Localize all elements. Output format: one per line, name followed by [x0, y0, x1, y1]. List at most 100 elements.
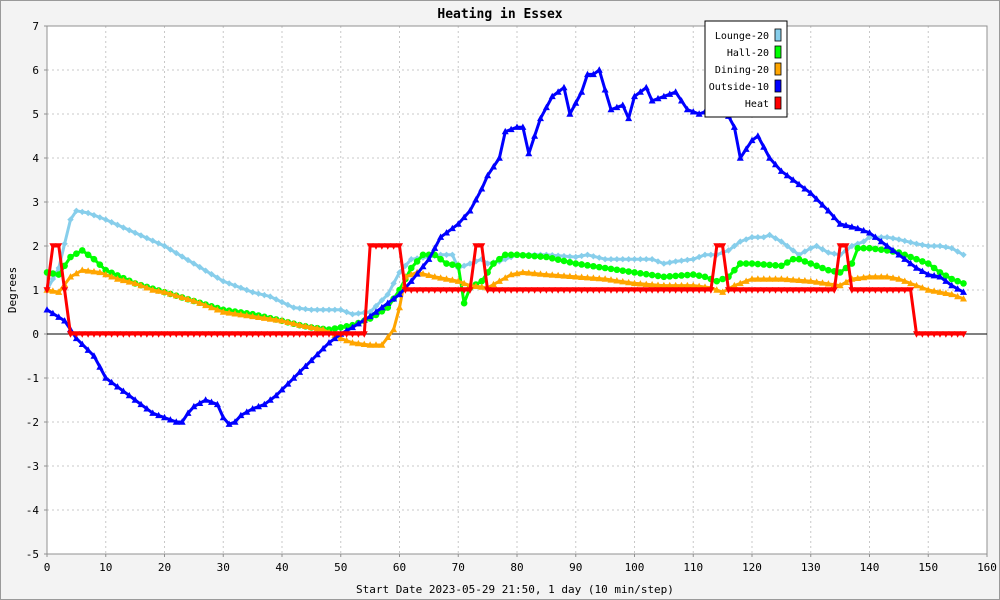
lounge-20-point — [96, 214, 104, 221]
lounge-20-point — [807, 245, 814, 252]
hall-20-point — [778, 262, 785, 270]
dining-20-point — [419, 270, 427, 277]
lounge-20-point — [672, 258, 679, 265]
dining-20-point — [901, 277, 909, 284]
heat-point — [84, 331, 92, 338]
hall-20-point — [443, 260, 450, 267]
outside-10-point — [202, 396, 210, 403]
lounge-20-point — [942, 243, 950, 251]
heat-point — [78, 331, 86, 338]
hall-20-point — [948, 275, 956, 283]
legend-label: Lounge-20 — [715, 31, 769, 42]
outside-10-point — [507, 125, 515, 133]
heat-point — [830, 287, 838, 294]
series-outside-10 — [43, 66, 967, 427]
heat-point — [860, 287, 868, 294]
heat-point — [889, 287, 897, 294]
outside-10-point — [777, 167, 785, 174]
hall-20-point — [578, 261, 585, 268]
dining-20-point — [349, 339, 356, 346]
heat-point — [354, 331, 362, 338]
dining-20-point — [819, 279, 826, 286]
lounge-20-point — [466, 260, 474, 267]
hall-20-point — [848, 260, 856, 267]
heat-point — [90, 331, 98, 338]
heat-point — [425, 287, 433, 294]
dining-20-point — [366, 341, 374, 348]
hall-20-point — [548, 255, 556, 262]
series-layer — [43, 66, 967, 427]
dining-20-point — [689, 281, 697, 289]
hall-20-point — [513, 251, 521, 259]
lounge-20-point — [131, 229, 139, 236]
dining-20-point — [525, 269, 533, 276]
lounge-20-point — [184, 256, 192, 264]
heat-point — [366, 243, 374, 250]
lounge-20-point — [701, 251, 709, 258]
dining-20-point — [666, 281, 674, 289]
lounge-20-point — [302, 305, 309, 313]
heat-point — [789, 287, 797, 294]
heat-point — [390, 243, 398, 250]
heat-point — [149, 331, 157, 338]
outside-10-point — [319, 344, 327, 352]
lounge-20-point — [831, 250, 838, 257]
lounge-20-point — [120, 224, 127, 231]
outside-10-point — [589, 70, 597, 78]
lounge-20-point — [349, 311, 356, 318]
y-axis-label: Degrees — [6, 267, 19, 313]
dining-20-point — [930, 287, 938, 294]
hall-20-point — [84, 251, 92, 259]
lounge-20-point — [90, 212, 98, 219]
lounge-20-point — [883, 234, 891, 241]
lounge-20-point — [255, 290, 262, 297]
outside-10-point — [413, 270, 421, 277]
outside-10-point — [819, 201, 826, 208]
lounge-20-point — [789, 247, 797, 254]
outside-10-point — [208, 398, 215, 405]
lounge-20-point — [296, 305, 303, 312]
outside-10-point — [678, 97, 685, 104]
lounge-20-point — [390, 280, 397, 287]
dining-20-point — [407, 270, 415, 278]
hall-20-point — [913, 255, 920, 263]
heat-point — [595, 287, 603, 294]
hall-20-point — [584, 262, 591, 269]
dining-20-point — [143, 284, 151, 291]
hall-20-point — [102, 266, 110, 274]
heat-point — [578, 287, 586, 294]
hall-20-point — [78, 247, 86, 254]
lounge-20-point — [907, 239, 914, 246]
heat-point — [777, 287, 785, 294]
outside-10-point — [889, 246, 897, 254]
heat-point — [319, 331, 327, 338]
outside-10-point — [918, 267, 926, 274]
dining-20-point — [178, 293, 186, 301]
heat-point — [672, 287, 680, 294]
heat-point — [484, 287, 492, 294]
lounge-20-point — [284, 301, 292, 309]
lounge-20-point — [337, 306, 344, 313]
heat-point — [219, 331, 227, 338]
hall-20-point — [454, 262, 462, 270]
outside-10-point — [278, 386, 286, 393]
dining-20-point — [190, 297, 198, 304]
lounge-20-point — [613, 256, 621, 263]
heat-point — [748, 287, 756, 294]
x-axis-label: Start Date 2023-05-29 21:50, 1 day (10 m… — [356, 583, 674, 596]
hall-20-point — [501, 251, 509, 259]
dining-20-point — [184, 295, 192, 302]
outside-10-point — [161, 413, 168, 421]
legend-label: Dining-20 — [715, 65, 769, 76]
hall-20-point — [648, 271, 656, 279]
lounge-20-point — [737, 238, 744, 245]
heat-point — [819, 287, 826, 294]
outside-10-point — [119, 387, 127, 394]
lounge-20-point — [754, 234, 762, 241]
heat-point — [660, 287, 668, 294]
dining-20-point — [155, 287, 163, 294]
lounge-20-point — [102, 216, 109, 223]
dining-20-point — [748, 275, 756, 282]
lounge-20-point — [784, 242, 791, 250]
dining-20-point — [560, 272, 568, 279]
